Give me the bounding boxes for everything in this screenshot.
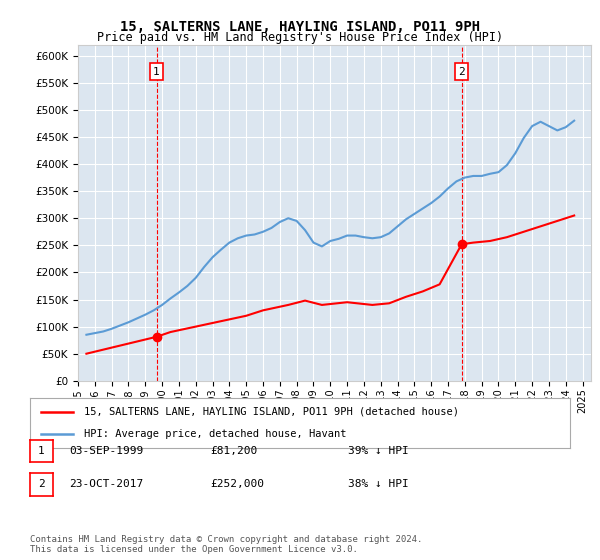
Text: 03-SEP-1999: 03-SEP-1999 xyxy=(69,446,143,456)
Text: Price paid vs. HM Land Registry's House Price Index (HPI): Price paid vs. HM Land Registry's House … xyxy=(97,31,503,44)
Text: 2: 2 xyxy=(458,67,465,77)
Text: 1: 1 xyxy=(153,67,160,77)
Text: 15, SALTERNS LANE, HAYLING ISLAND, PO11 9PH: 15, SALTERNS LANE, HAYLING ISLAND, PO11 … xyxy=(120,20,480,34)
Text: £252,000: £252,000 xyxy=(210,479,264,489)
Text: 23-OCT-2017: 23-OCT-2017 xyxy=(69,479,143,489)
Text: 15, SALTERNS LANE, HAYLING ISLAND, PO11 9PH (detached house): 15, SALTERNS LANE, HAYLING ISLAND, PO11 … xyxy=(84,407,459,417)
Text: £81,200: £81,200 xyxy=(210,446,257,456)
Text: 1: 1 xyxy=(38,446,45,456)
Text: 38% ↓ HPI: 38% ↓ HPI xyxy=(348,479,409,489)
Text: Contains HM Land Registry data © Crown copyright and database right 2024.
This d: Contains HM Land Registry data © Crown c… xyxy=(30,535,422,554)
Text: 39% ↓ HPI: 39% ↓ HPI xyxy=(348,446,409,456)
Text: HPI: Average price, detached house, Havant: HPI: Average price, detached house, Hava… xyxy=(84,429,347,439)
Text: 2: 2 xyxy=(38,479,45,489)
